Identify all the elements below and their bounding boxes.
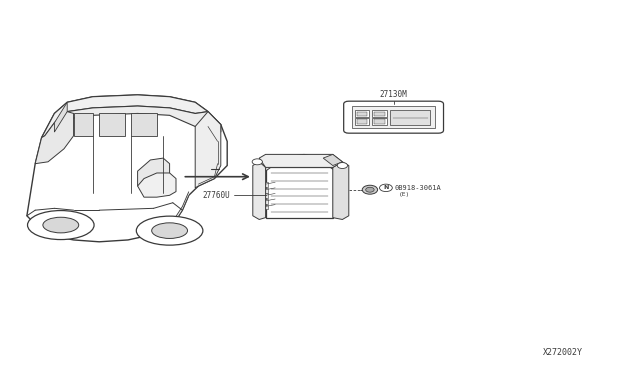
Polygon shape	[323, 154, 342, 166]
Bar	[374, 119, 385, 124]
Circle shape	[380, 184, 392, 192]
Circle shape	[337, 163, 348, 169]
Text: N: N	[383, 185, 388, 190]
Bar	[374, 112, 385, 116]
Polygon shape	[138, 173, 176, 197]
Text: 27130M: 27130M	[380, 90, 408, 99]
Ellipse shape	[28, 211, 94, 240]
Bar	[260, 182, 268, 187]
Text: (E): (E)	[399, 192, 410, 198]
Bar	[390, 110, 430, 125]
Bar	[357, 112, 367, 116]
Bar	[372, 118, 387, 125]
Circle shape	[362, 185, 378, 194]
Bar	[355, 118, 369, 125]
Polygon shape	[259, 154, 342, 167]
Polygon shape	[35, 112, 74, 164]
Text: 27760U: 27760U	[203, 191, 230, 200]
Circle shape	[365, 187, 374, 192]
Polygon shape	[266, 154, 333, 171]
Text: X272002Y: X272002Y	[543, 348, 583, 357]
Bar	[355, 110, 369, 117]
Polygon shape	[138, 158, 170, 186]
Bar	[260, 205, 268, 209]
Polygon shape	[154, 192, 189, 234]
Ellipse shape	[43, 217, 79, 233]
Bar	[260, 193, 268, 198]
Bar	[357, 119, 367, 124]
FancyBboxPatch shape	[344, 101, 444, 133]
Polygon shape	[74, 113, 93, 136]
Text: 0B918-3061A: 0B918-3061A	[394, 185, 441, 191]
Polygon shape	[54, 102, 67, 132]
Polygon shape	[42, 95, 208, 138]
Polygon shape	[195, 112, 221, 188]
Bar	[372, 110, 387, 117]
Ellipse shape	[152, 223, 188, 238]
Bar	[260, 188, 268, 193]
Bar	[266, 167, 333, 218]
Polygon shape	[27, 95, 227, 242]
Circle shape	[252, 159, 262, 165]
Bar	[260, 199, 268, 204]
Bar	[352, 106, 435, 128]
Polygon shape	[99, 113, 125, 136]
Ellipse shape	[136, 216, 203, 245]
Polygon shape	[253, 162, 266, 219]
Polygon shape	[67, 106, 221, 132]
Polygon shape	[131, 113, 157, 136]
Polygon shape	[333, 162, 349, 219]
